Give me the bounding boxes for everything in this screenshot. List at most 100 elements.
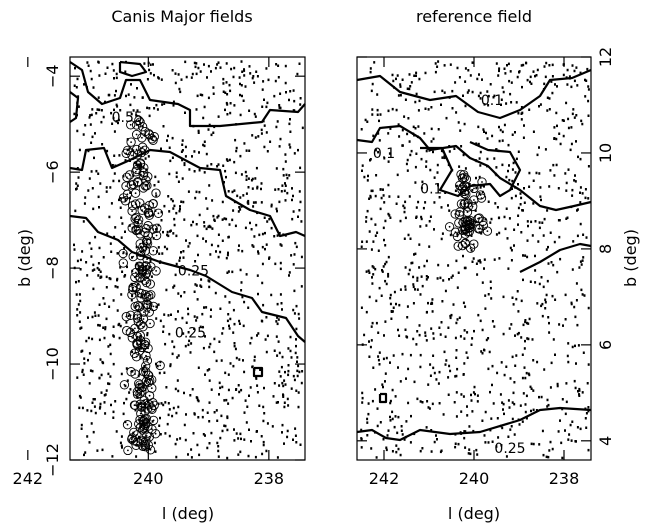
- star-dot: [279, 375, 282, 378]
- star-dot: [514, 194, 517, 198]
- star-dot: [253, 112, 256, 116]
- circled-star: [128, 251, 138, 262]
- star-dot: [425, 160, 428, 163]
- star-dot: [464, 430, 467, 433]
- star-dot: [417, 125, 420, 128]
- star-dot: [530, 82, 533, 85]
- star-dot: [178, 209, 181, 213]
- star-dot: [256, 75, 259, 78]
- circled-star: [140, 442, 151, 452]
- circled-star: [469, 195, 479, 205]
- star-dot: [265, 243, 268, 246]
- star-dot: [571, 112, 574, 116]
- star-dot: [501, 163, 504, 167]
- contour-line: [69, 91, 80, 123]
- circled-star-center: [457, 222, 460, 224]
- star-dot: [429, 215, 432, 218]
- star-dot: [255, 377, 258, 380]
- star-dot: [548, 64, 551, 67]
- circled-star-center: [155, 227, 158, 230]
- star-dot: [111, 164, 114, 167]
- star-dot: [208, 368, 211, 371]
- star-dot: [366, 120, 369, 123]
- star-dot: [551, 447, 554, 451]
- circled-star-center: [150, 378, 153, 381]
- star-dot: [209, 253, 212, 256]
- x-tick-label: 242: [369, 469, 400, 488]
- star-dot: [262, 443, 265, 447]
- star-dot: [579, 157, 582, 161]
- star-dot: [148, 68, 151, 72]
- circled-star: [130, 400, 140, 410]
- star-dot: [278, 104, 281, 107]
- star-dot: [537, 240, 540, 243]
- circled-star-center: [145, 380, 148, 383]
- y-tick-label: 12: [596, 47, 615, 67]
- star-dot: [512, 161, 515, 165]
- star-dot: [556, 384, 559, 388]
- star-dot: [467, 89, 470, 92]
- circled-star-center: [134, 170, 137, 173]
- contour-labels-right: 0.10.10.10.25: [373, 93, 526, 457]
- star-dot: [453, 147, 456, 150]
- star-dot: [587, 197, 590, 200]
- star-dot: [571, 188, 574, 192]
- star-dot: [259, 368, 262, 371]
- circled-star-center: [142, 445, 144, 448]
- star-dot: [166, 139, 168, 142]
- star-dot: [568, 433, 571, 436]
- star-dot: [420, 275, 423, 278]
- star-dot: [491, 383, 493, 387]
- star-dot: [157, 223, 160, 227]
- star-dot: [87, 316, 89, 319]
- circled-star-center: [466, 211, 469, 214]
- circled-star-center: [137, 119, 140, 122]
- star-dot: [219, 307, 222, 310]
- star-dot: [388, 152, 391, 155]
- star-dot: [514, 171, 517, 174]
- star-dot: [464, 167, 467, 170]
- star-dot: [187, 453, 189, 456]
- star-dot: [541, 429, 544, 433]
- star-dot: [549, 231, 552, 234]
- star-dot: [243, 142, 246, 145]
- star-dot: [455, 356, 458, 359]
- star-dot: [121, 222, 124, 225]
- star-dot: [400, 425, 403, 428]
- star-dot: [113, 235, 116, 239]
- star-dot: [491, 320, 494, 323]
- star-dot: [566, 354, 569, 358]
- star-dot: [431, 298, 434, 301]
- star-dot: [457, 442, 460, 446]
- star-dot: [263, 124, 266, 127]
- star-dot: [88, 441, 91, 444]
- star-dot: [376, 424, 379, 428]
- star-dot: [414, 252, 417, 256]
- star-dot: [523, 187, 525, 190]
- star-dot: [90, 255, 93, 258]
- star-dot: [196, 298, 199, 301]
- star-dot: [577, 390, 579, 393]
- star-dot: [245, 149, 248, 152]
- star-dot: [536, 68, 539, 72]
- star-dot: [384, 372, 387, 375]
- star-dot: [523, 124, 525, 127]
- star-dot: [580, 263, 583, 266]
- star-dot: [187, 331, 190, 334]
- star-dot: [438, 402, 441, 405]
- star-dot: [404, 285, 407, 288]
- circled-star: [139, 163, 149, 173]
- star-dot: [555, 111, 558, 115]
- star-dot: [232, 364, 235, 368]
- star-dot: [379, 113, 382, 116]
- circled-star: [140, 337, 151, 347]
- star-dot: [185, 75, 188, 79]
- x-tick-label: 238: [549, 469, 580, 488]
- star-dot: [289, 90, 292, 93]
- star-dot: [264, 247, 266, 251]
- star-dot: [515, 297, 518, 301]
- star-dot: [438, 196, 441, 199]
- star-dot: [564, 318, 567, 321]
- star-dot: [464, 446, 467, 449]
- star-dot: [290, 387, 293, 390]
